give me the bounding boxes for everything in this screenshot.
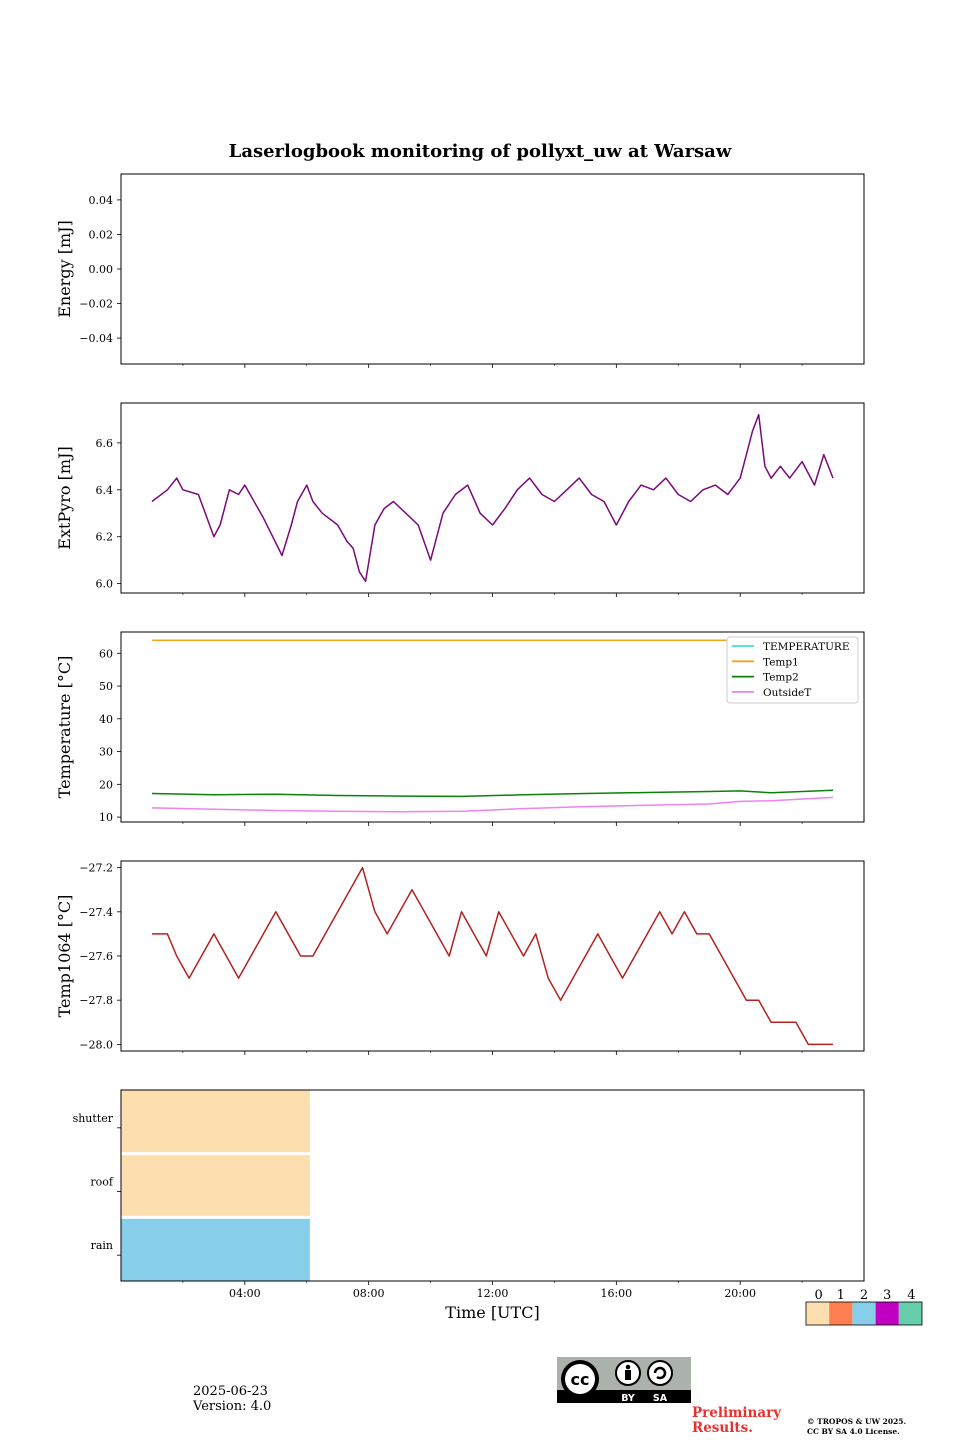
legend-label: Temp1: [763, 656, 799, 668]
colorbar-cell: [875, 1302, 899, 1325]
copyright-line2: CC BY SA 4.0 License.: [807, 1427, 900, 1436]
cc-icon: cc: [571, 1370, 590, 1389]
y-tick-label: −27.4: [79, 906, 113, 919]
footer-version: Version: 4.0: [193, 1399, 272, 1414]
y-axis-label: ExtPyro [mJ]: [55, 446, 74, 549]
plot-frame: [120, 631, 865, 823]
row-label-roof: roof: [90, 1176, 114, 1189]
y-tick-label: 40: [99, 713, 113, 726]
y-tick-label: 6.2: [96, 531, 114, 544]
y-tick-label: −27.6: [79, 950, 113, 963]
by-icon-head: [625, 1364, 631, 1370]
y-axis-label: Temp1064 [°C]: [55, 895, 74, 1018]
y-tick-label: 6.6: [96, 437, 114, 450]
plot-frame: [120, 1089, 865, 1282]
colorbar-tick-label: 2: [860, 1288, 868, 1303]
row-label-shutter: shutter: [73, 1112, 114, 1125]
status-cell-roof: [121, 1155, 310, 1216]
footer-date: 2025-06-23: [193, 1384, 268, 1399]
y-tick-label: −27.2: [79, 862, 113, 875]
sa-icon-arrow: [653, 1366, 667, 1380]
status-cell-rain: [121, 1218, 310, 1281]
cc-circle-inner: [565, 1364, 595, 1394]
plot-frame: [120, 173, 865, 365]
panel-5-status: shutter roof rain 04:00 08:00 12:00 16:00 20:00…: [73, 1089, 865, 1322]
sa-icon: [647, 1360, 673, 1386]
y-tick-label: −28.0: [79, 1038, 113, 1051]
panel-2: 6.6 6.4 6.2 6.0 ExtPyro [mJ]: [55, 402, 865, 597]
copyright-note: © TROPOS & UW 2025. CC BY SA 4.0 License…: [807, 1417, 906, 1437]
y-tick-label: 20: [99, 778, 113, 791]
y-tick-label: 0.02: [89, 228, 114, 241]
y-tick-label: 6.0: [96, 578, 114, 591]
y-axis-label: Temperature [°C]: [55, 656, 74, 799]
y-tick-label: 0.04: [89, 194, 114, 207]
preliminary-line2: Results.: [692, 1420, 753, 1436]
legend-label: OutsideT: [763, 687, 811, 699]
colorbar-cell: [829, 1302, 853, 1325]
plot-frame: [120, 860, 865, 1052]
footer-info: 2025-06-23 Version: 4.0: [193, 1384, 271, 1414]
x-tick-label: 12:00: [477, 1287, 509, 1300]
y-tick-label: 30: [99, 746, 113, 759]
copyright-line1: © TROPOS & UW 2025.: [807, 1417, 907, 1426]
y-tick-label: 60: [99, 647, 113, 660]
legend: TEMPERATURE Temp1 Temp2 OutsideT: [726, 636, 859, 704]
y-tick-label: −27.8: [79, 994, 113, 1007]
panel-4: −27.2 −27.4 −27.6 −27.8 −28.0 Temp1064 [°C]: [55, 860, 865, 1055]
x-tick-label: 16:00: [600, 1287, 632, 1300]
by-label: BY: [621, 1393, 635, 1404]
x-tick-label: 20:00: [724, 1287, 756, 1300]
preliminary-note: Preliminary Results.: [692, 1406, 781, 1436]
status-cell-shutter: [121, 1090, 310, 1153]
colorbar-tick-label: 4: [907, 1288, 915, 1303]
sa-label: SA: [653, 1393, 668, 1404]
y-tick-label: −0.02: [79, 298, 113, 311]
row-label-rain: rain: [91, 1239, 113, 1252]
y-axis-label: Energy [mJ]: [55, 220, 74, 318]
x-tick-label: 04:00: [229, 1287, 261, 1300]
panel-1: 0.04 0.02 0.00 −0.02 −0.04 Energy [mJ]: [55, 173, 865, 368]
legend-label: Temp2: [763, 672, 799, 684]
colorbar-frame: [805, 1301, 923, 1326]
colorbar-cell: [806, 1302, 830, 1325]
x-tick-label: 08:00: [353, 1287, 385, 1300]
colorbar-tick-label: 3: [883, 1288, 891, 1303]
y-tick-label: −0.04: [79, 332, 113, 345]
y-tick-label: 10: [99, 811, 113, 824]
colorbar-tick-label: 1: [837, 1288, 845, 1303]
cc-by-sa-logo: cc BY SA: [557, 1357, 691, 1404]
series-line-1: [151, 413, 834, 583]
legend-box: [726, 636, 859, 704]
by-icon-body: [625, 1370, 631, 1380]
figure-title: Laserlogbook monitoring of pollyxt_uw at…: [228, 141, 732, 162]
y-tick-label: 6.4: [96, 484, 114, 497]
colorbar-cell: [898, 1302, 922, 1325]
series-line-temp2: [151, 789, 834, 798]
y-tick-label: 0.00: [89, 263, 114, 276]
legend-label: TEMPERATURE: [763, 641, 850, 653]
plot-frame: [120, 402, 865, 594]
series-line-outsidet: [151, 796, 834, 813]
preliminary-line1: Preliminary: [692, 1405, 782, 1421]
y-tick-label: 50: [99, 680, 113, 693]
x-axis-label: Time [UTC]: [445, 1303, 539, 1322]
series-line-1: [152, 866, 833, 1046]
colorbar-cell: [852, 1302, 876, 1325]
colorbar-tick-label: 0: [814, 1288, 822, 1303]
